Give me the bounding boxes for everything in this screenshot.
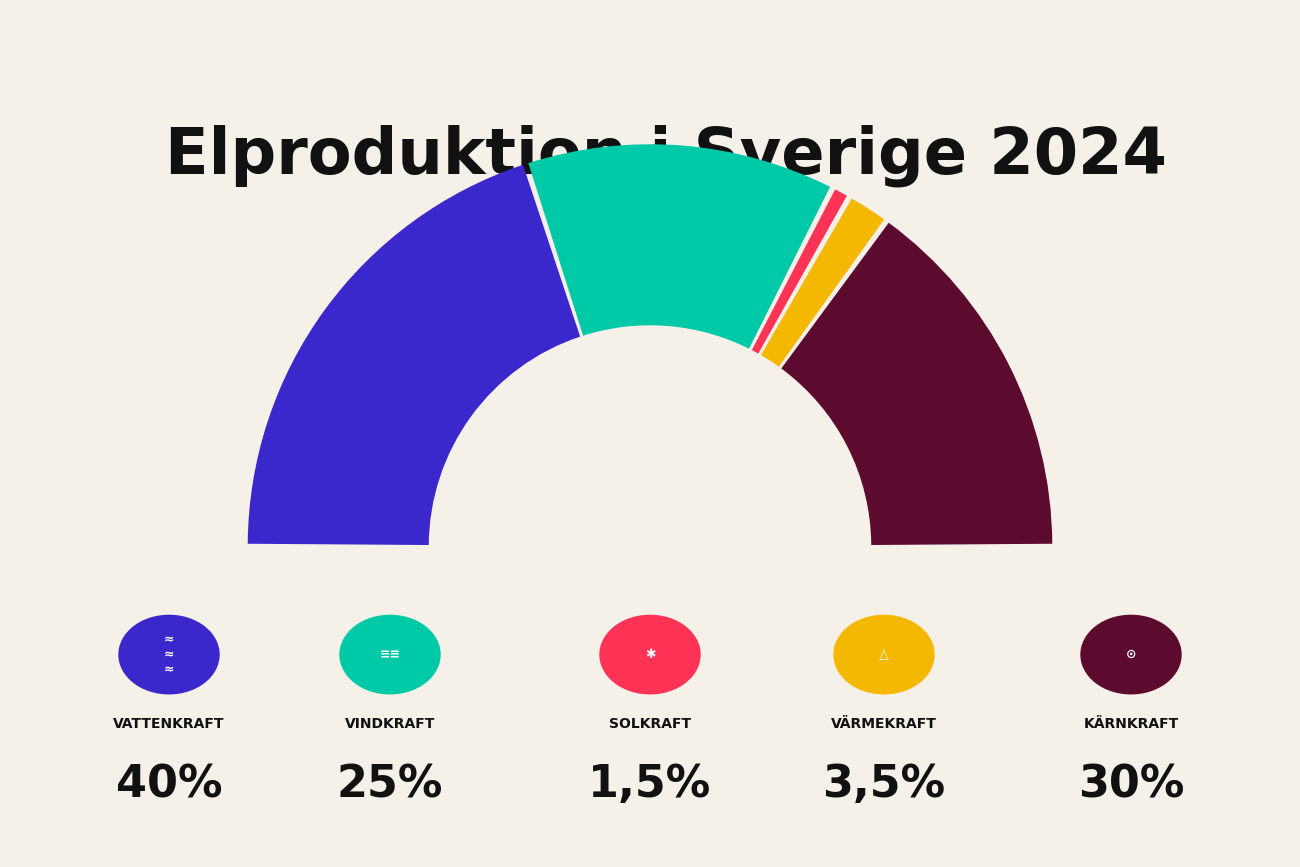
Text: VATTENKRAFT: VATTENKRAFT xyxy=(113,717,225,731)
Text: △: △ xyxy=(879,649,889,661)
Text: SOLKRAFT: SOLKRAFT xyxy=(608,717,692,731)
Text: ✱: ✱ xyxy=(645,649,655,661)
Text: Elproduktion i Sverige 2024: Elproduktion i Sverige 2024 xyxy=(165,124,1167,186)
Text: 40%: 40% xyxy=(116,763,222,806)
Text: ⊙: ⊙ xyxy=(1126,649,1136,661)
Text: 25%: 25% xyxy=(337,763,443,806)
Text: VÄRMEKRAFT: VÄRMEKRAFT xyxy=(831,717,937,731)
Text: VINDKRAFT: VINDKRAFT xyxy=(344,717,436,731)
Wedge shape xyxy=(528,144,831,349)
Text: 30%: 30% xyxy=(1078,763,1184,806)
Wedge shape xyxy=(751,189,846,354)
Text: KÄRNKRAFT: KÄRNKRAFT xyxy=(1083,717,1179,731)
Text: ≈
≈
≈: ≈ ≈ ≈ xyxy=(164,633,174,676)
Wedge shape xyxy=(781,223,1052,545)
Text: 3,5%: 3,5% xyxy=(823,763,945,806)
Text: 1,5%: 1,5% xyxy=(589,763,711,806)
Text: ≡≡: ≡≡ xyxy=(380,649,400,661)
Wedge shape xyxy=(248,165,580,545)
Wedge shape xyxy=(760,199,884,367)
